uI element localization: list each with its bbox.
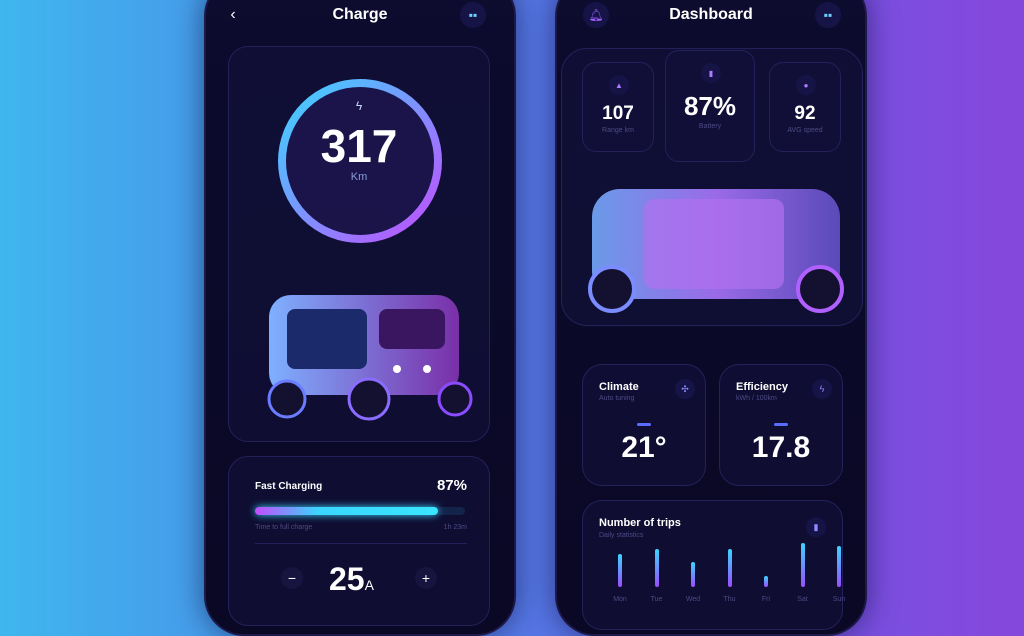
efficiency-subtitle: kWh / 100km bbox=[736, 395, 777, 402]
stat-value: 107 bbox=[602, 103, 634, 124]
efficiency-title: Efficiency bbox=[736, 381, 788, 393]
chart-day-label: Sat bbox=[797, 596, 808, 603]
climate-title: Climate bbox=[599, 381, 639, 393]
charge-percent: 87% bbox=[436, 477, 467, 494]
lightning-icon: ϟ bbox=[355, 99, 363, 113]
current-unit: A bbox=[364, 577, 374, 593]
stat-card[interactable]: ▮ 87% Battery bbox=[665, 50, 755, 162]
chart-bar bbox=[618, 554, 622, 587]
chart-day-label: Mon bbox=[613, 596, 627, 603]
page-title: Charge bbox=[332, 6, 388, 23]
fan-icon[interactable]: ✣ bbox=[675, 379, 695, 399]
chart-bar bbox=[837, 545, 841, 587]
chart-bar bbox=[691, 562, 695, 587]
stat-label: AVG speed bbox=[787, 127, 823, 134]
stat-card[interactable]: ▲ 107 Range km bbox=[582, 62, 654, 152]
navigation-arrow-icon: ▲ bbox=[609, 75, 629, 95]
climate-value: 21° bbox=[621, 431, 667, 464]
indicator bbox=[637, 423, 651, 426]
chart-day-label: Tue bbox=[650, 596, 663, 603]
current-value: 25 bbox=[329, 561, 365, 597]
fast-charging-label: Fast Charging bbox=[255, 481, 323, 492]
stat-card[interactable]: ● 92 AVG speed bbox=[769, 62, 841, 152]
range-value: 317 bbox=[320, 120, 398, 172]
lightning-icon[interactable]: ϟ bbox=[812, 379, 832, 399]
current-display: 25A bbox=[329, 561, 374, 598]
chart-day-label: Sun bbox=[832, 596, 846, 603]
efficiency-card[interactable]: Efficiency kWh / 100km ϟ 17.8 bbox=[719, 364, 843, 486]
climate-card[interactable]: Climate Auto tuning ✣ 21° bbox=[582, 364, 706, 486]
increase-button[interactable]: + bbox=[415, 567, 437, 589]
trips-card: Number of trips Daily statistics ▮ Mon Tu… bbox=[582, 500, 845, 630]
charging-card: Fast Charging 87% Time to full charge 1h… bbox=[228, 456, 490, 626]
vehicle-image bbox=[588, 189, 844, 313]
trips-title: Number of trips bbox=[599, 517, 681, 529]
range-ring bbox=[267, 79, 473, 421]
time-label: Time to full charge bbox=[255, 524, 313, 531]
grid-icon[interactable]: ▪▪ bbox=[815, 2, 841, 28]
trips-chart: Mon Tue Wed Thu Fri Sat Sun bbox=[583, 501, 845, 613]
grid-icon[interactable]: ▪▪ bbox=[460, 2, 486, 28]
range-unit: Km bbox=[350, 171, 368, 183]
chart-day-label: Thu bbox=[723, 596, 736, 603]
chart-bar bbox=[654, 548, 659, 587]
charge-progress-fill bbox=[255, 507, 438, 515]
chart-bar bbox=[727, 548, 732, 587]
decrease-button[interactable]: − bbox=[281, 567, 303, 589]
dashboard-screen: 🔔︎ Dashboard ▪▪ ▲ 107 Range km ▮ 87% Bat… bbox=[555, 0, 867, 636]
trips-subtitle: Daily statistics bbox=[599, 532, 644, 539]
back-icon[interactable]: ‹ bbox=[230, 6, 236, 23]
battery-icon: ▮ bbox=[701, 63, 721, 83]
vehicle-image bbox=[267, 295, 473, 421]
chart-day-label: Wed bbox=[685, 596, 701, 603]
page-title: Dashboard bbox=[669, 6, 753, 23]
bell-icon[interactable]: 🔔︎ bbox=[583, 2, 609, 28]
efficiency-value: 17.8 bbox=[751, 431, 811, 464]
divider bbox=[255, 543, 467, 544]
range-card: ϟ 317 Km bbox=[228, 46, 490, 442]
chart-day-label: Fri bbox=[761, 596, 771, 603]
time-value: 1h 23m bbox=[443, 524, 467, 531]
speed-dot-icon: ● bbox=[796, 75, 816, 95]
charge-progress-bar bbox=[255, 507, 465, 515]
stat-label: Battery bbox=[698, 123, 722, 130]
charge-screen: ‹ Charge ▪▪ ϟ 317 Km Fast Charging 87% T… bbox=[204, 0, 516, 636]
indicator bbox=[774, 423, 788, 426]
bar-chart-icon[interactable]: ▮ bbox=[806, 517, 826, 537]
stat-value: 87% bbox=[683, 91, 737, 121]
stat-label: Range km bbox=[602, 127, 634, 134]
climate-subtitle: Auto tuning bbox=[599, 395, 635, 402]
chart-bar bbox=[764, 576, 768, 587]
chart-bar bbox=[800, 543, 805, 587]
stat-value: 92 bbox=[794, 103, 816, 124]
